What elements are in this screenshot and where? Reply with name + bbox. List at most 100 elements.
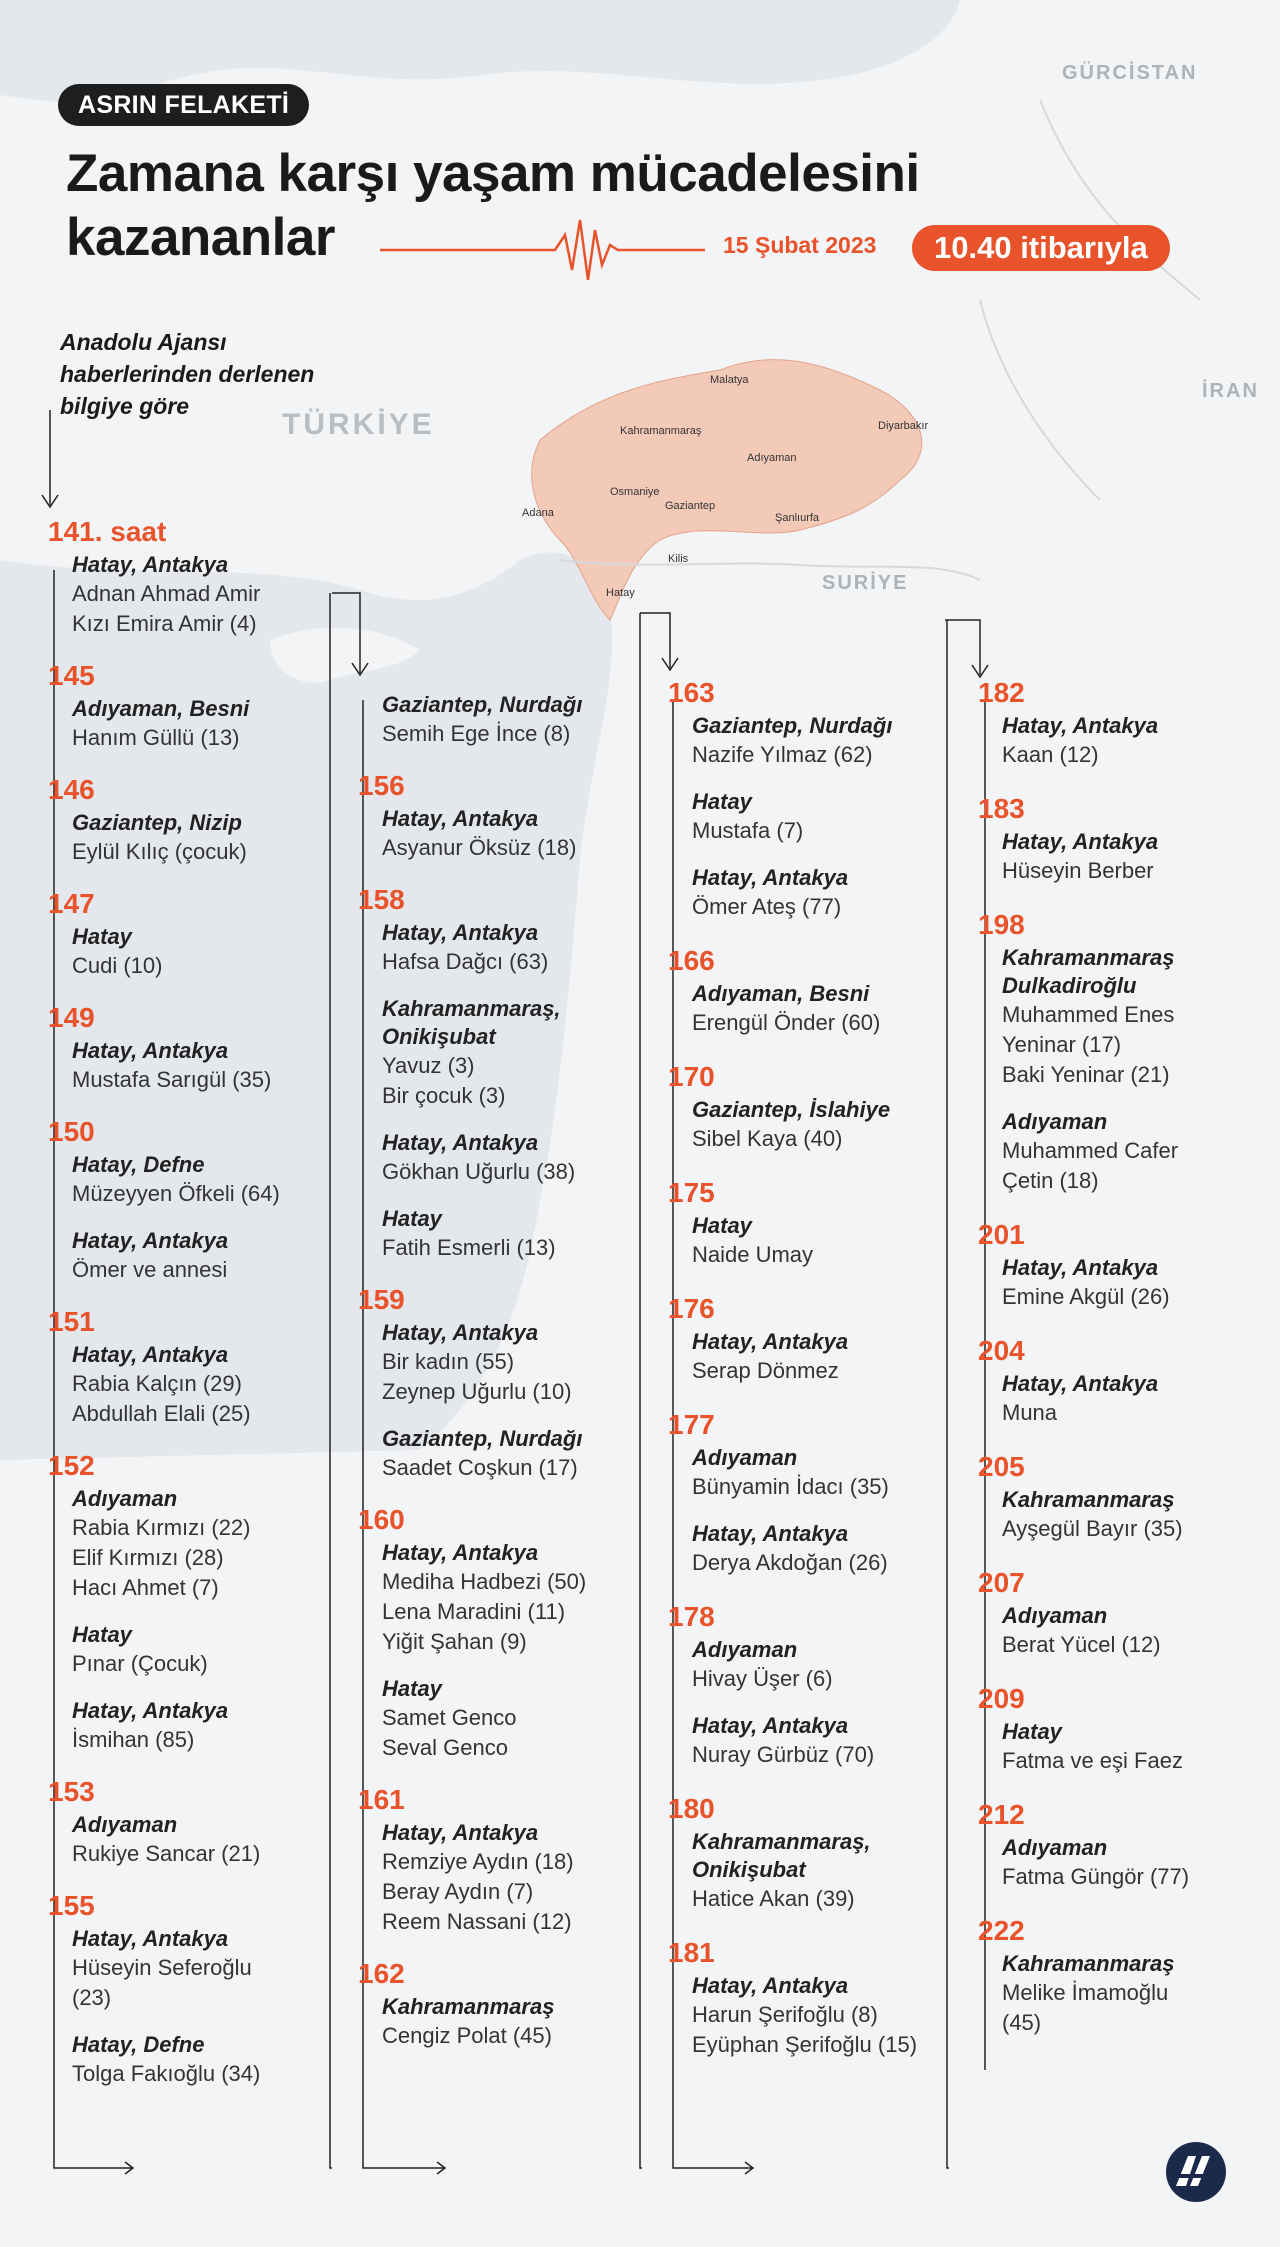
entry: 176 Hatay, Antakya Serap Dönmez	[668, 1292, 958, 1386]
location-label: Hatay, Antakya	[1002, 1255, 1159, 1280]
hour-label: 177	[668, 1409, 715, 1440]
survivor-name: Bir çocuk (3)	[382, 1083, 506, 1108]
hour-label: 158	[358, 884, 405, 915]
hour-label: 149	[48, 1002, 95, 1033]
map-label-georgia: GÜRCİSTAN	[1062, 62, 1198, 84]
survivor-name: Ayşegül Bayır (35)	[1002, 1516, 1183, 1541]
entry: 170 Gaziantep, İslahiye Sibel Kaya (40)	[668, 1060, 958, 1154]
location-label: Hatay, Antakya	[1002, 1371, 1159, 1396]
survivor-name: Hacı Ahmet (7)	[72, 1575, 219, 1600]
survivor-name: Melike İmamoğlu	[1002, 1980, 1169, 2005]
location-label: Adıyaman	[72, 1812, 178, 1837]
location-group: Hatay Naide Umay	[668, 1212, 958, 1270]
location-label: Adıyaman, Besni	[692, 981, 870, 1006]
hour-label: 159	[358, 1284, 405, 1315]
survivor-name: Seval Genco	[382, 1735, 508, 1760]
location-label: Hatay, Antakya	[72, 1228, 229, 1253]
location-group: Adıyaman Hivay Üşer (6)	[668, 1636, 958, 1694]
location-group: Hatay, Antakya Hafsa Dağcı (63)	[358, 919, 648, 977]
survivor-name: Eylül Kılıç (çocuk)	[72, 839, 247, 864]
location-group: Hatay, Antakya Asyanur Öksüz (18)	[358, 805, 648, 863]
survivor-name: Eyüphan Şerifoğlu (15)	[692, 2032, 918, 2057]
hour-label: 176	[668, 1293, 715, 1324]
location-group: Hatay, Antakya Nuray Gürbüz (70)	[668, 1712, 958, 1770]
entry: 156 Hatay, Antakya Asyanur Öksüz (18)	[358, 769, 648, 863]
location-label: Hatay, Antakya	[72, 1926, 229, 1951]
location-group: Gaziantep, Nizip Eylül Kılıç (çocuk)	[48, 809, 338, 867]
location-label: Kahramanmaraş Dulkadiroğlu	[1002, 945, 1175, 998]
survivor-name: Berat Yücel (12)	[1002, 1632, 1161, 1657]
hour-label: 182	[978, 677, 1025, 708]
date-label: 15 Şubat 2023	[723, 232, 877, 258]
hour-label: 151	[48, 1306, 95, 1337]
entry: 141. saat Hatay, Antakya Adnan Ahmad Amir K…	[48, 515, 338, 639]
location-group: Adıyaman Rukiye Sancar (21)	[48, 1811, 338, 1869]
hour-label: 162	[358, 1958, 405, 1989]
location-label: Hatay, Antakya	[692, 1713, 849, 1738]
location-group: Kahramanmaraş Cengiz Polat (45)	[358, 1993, 648, 2051]
hour-label: 175	[668, 1177, 715, 1208]
entry: 152 Adıyaman Rabia Kırmızı (22) Elif Kırmız…	[48, 1449, 338, 1755]
entry: 198 Kahramanmaraş Dulkadiroğlu Muhammed En…	[978, 908, 1268, 1196]
location-label: Hatay, Antakya	[382, 920, 539, 945]
survivor-name: Zeynep Uğurlu (10)	[382, 1379, 572, 1404]
location-group: Adıyaman Bünyamin İdacı (35)	[668, 1444, 958, 1502]
survivor-name: Muhammed Cafer	[1002, 1138, 1179, 1163]
location-group: Hatay, Antakya Hüseyin Seferoğlu (23)	[48, 1925, 338, 2013]
entry: 209 Hatay Fatma ve eşi Faez	[978, 1682, 1268, 1776]
survivor-name: Müzeyyen Öfkeli (64)	[72, 1181, 280, 1206]
survivor-name: Naide Umay	[692, 1242, 814, 1267]
survivor-name: Fatih Esmerli (13)	[382, 1235, 556, 1260]
location-label: Gaziantep, İslahiye	[692, 1097, 891, 1122]
location-group: Hatay, Antakya Adnan Ahmad Amir Kızı Emira…	[48, 551, 338, 639]
location-label: Hatay	[692, 1213, 752, 1238]
seismograph-icon	[380, 219, 705, 281]
entry: 151 Hatay, Antakya Rabia Kalçın (29) Abdull…	[48, 1305, 338, 1429]
survivor-name: Gökhan Uğurlu (38)	[382, 1159, 576, 1184]
entry: 161 Hatay, Antakya Remziye Aydın (18) Beray…	[358, 1783, 648, 1937]
survivor-name: Lena Maradini (11)	[382, 1599, 566, 1624]
survivor-name: Rabia Kalçın (29)	[72, 1371, 242, 1396]
survivor-name: Mustafa Sarıgül (35)	[72, 1067, 272, 1092]
location-group: Adıyaman Fatma Güngör (77)	[978, 1834, 1268, 1892]
survivor-name: Kaan (12)	[1002, 742, 1099, 767]
location-group: Hatay, Antakya Mustafa Sarıgül (35)	[48, 1037, 338, 1095]
location-group: Hatay Fatma ve eşi Faez	[978, 1718, 1268, 1776]
survivor-name: Abdullah Elali (25)	[72, 1401, 251, 1426]
hour-label: 170	[668, 1061, 715, 1092]
location-label: Adıyaman	[72, 1486, 178, 1511]
entry: 153 Adıyaman Rukiye Sancar (21)	[48, 1775, 338, 1869]
city-adiyaman: Adıyaman	[747, 452, 797, 464]
location-label: Hatay, Antakya	[382, 806, 539, 831]
survivor-name: Cudi (10)	[72, 953, 163, 978]
hour-label: 222	[978, 1915, 1025, 1946]
survivor-name: Bir kadın (55)	[382, 1349, 515, 1374]
location-group: Kahramanmaraş Dulkadiroğlu Muhammed Enes Y…	[978, 944, 1268, 1090]
survivor-name: Saadet Coşkun (17)	[382, 1455, 578, 1480]
hour-label: 207	[978, 1567, 1025, 1598]
survivor-name: Emine Akgül (26)	[1002, 1284, 1170, 1309]
hour-label: 180	[668, 1793, 715, 1824]
survivor-name: Yeninar (17)	[1002, 1032, 1122, 1057]
location-label: Kahramanmaraş, Onikişubat	[382, 996, 561, 1049]
entry: 147 Hatay Cudi (10)	[48, 887, 338, 981]
location-label: Adıyaman	[1002, 1603, 1108, 1628]
location-group: Gaziantep, Nurdağı Semih Ege İnce (8)	[358, 691, 648, 749]
survivor-name: Pınar (Çocuk)	[72, 1651, 208, 1676]
location-label: Hatay, Antakya	[72, 1698, 229, 1723]
location-group: Hatay, Antakya Derya Akdoğan (26)	[668, 1520, 958, 1578]
hour-label: 147	[48, 888, 95, 919]
location-label: Hatay, Defne	[72, 1152, 205, 1177]
location-label: Kahramanmaraş, Onikişubat	[692, 1829, 871, 1882]
location-label: Gaziantep, Nizip	[72, 810, 242, 835]
survivor-name: Hüseyin Berber	[1002, 858, 1154, 883]
survivor-name: Kızı Emira Amir (4)	[72, 611, 257, 636]
location-group: Hatay, Antakya Muna	[978, 1370, 1268, 1428]
location-group: Hatay, Antakya Emine Akgül (26)	[978, 1254, 1268, 1312]
location-group: Hatay, Antakya İsmihan (85)	[48, 1697, 338, 1755]
location-group: Hatay, Defne Müzeyyen Öfkeli (64)	[48, 1151, 338, 1209]
city-kilis: Kilis	[668, 553, 689, 565]
location-label: Kahramanmaraş	[382, 1994, 555, 2019]
survivor-name: Serap Dönmez	[692, 1358, 839, 1383]
survivor-name: İsmihan (85)	[72, 1727, 195, 1752]
